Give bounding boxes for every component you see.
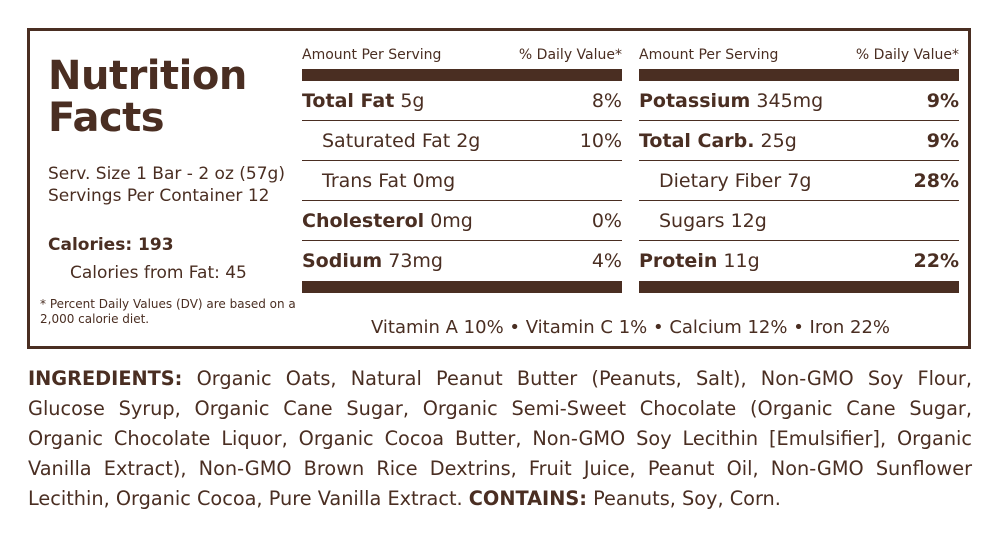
nutrient-name: Sugars: [659, 209, 725, 232]
header-dv: % Daily Value*: [855, 47, 959, 63]
nutrient-label: Sodium 73mg: [302, 250, 443, 272]
thick-divider: [639, 69, 959, 81]
nutrient-row: Total Fat 5g 8%: [302, 81, 622, 121]
nutrient-label: Dietary Fiber 7g: [639, 170, 811, 192]
nutrient-name: Dietary Fiber: [659, 169, 782, 192]
nutrient-amount: 0mg: [430, 209, 473, 232]
bottom-divider: [639, 281, 959, 293]
nutrition-facts-panel: Nutrition Facts Serv. Size 1 Bar - 2 oz …: [27, 28, 971, 349]
nutrient-amount: 2g: [456, 129, 481, 152]
nutrient-label: Cholesterol 0mg: [302, 210, 473, 232]
nutrient-row: Saturated Fat 2g 10%: [302, 121, 622, 161]
nutrient-rows-left: Total Fat 5g 8% Saturated Fat 2g 10% Trans F…: [302, 81, 622, 281]
title-line-2: Facts: [48, 95, 165, 141]
nutrient-daily-value: 22%: [913, 250, 959, 272]
nutrient-row: Potassium 345mg 9%: [639, 81, 959, 121]
nutrient-amount: 0mg: [412, 169, 456, 192]
nutrient-amount: 25g: [760, 129, 797, 152]
nutrient-name: Protein: [639, 250, 718, 272]
calories-from-fat: Calories from Fat: 45: [70, 263, 247, 283]
ingredients-list: Organic Oats, Natural Peanut Butter (Pea…: [28, 367, 972, 510]
nutrition-facts-title: Nutrition Facts: [48, 55, 247, 139]
header-dv: % Daily Value*: [518, 47, 622, 63]
contains-label: CONTAINS:: [468, 487, 587, 510]
calories: Calories: 193: [48, 235, 174, 255]
nutrient-name: Trans Fat: [322, 169, 407, 192]
nutrient-daily-value: 4%: [591, 250, 622, 272]
nutrient-row: Dietary Fiber 7g 28%: [639, 161, 959, 201]
nutrient-label: Potassium 345mg: [639, 90, 823, 112]
nutrient-row: Total Carb. 25g 9%: [639, 121, 959, 161]
nutrient-amount: 11g: [723, 250, 760, 272]
nutrient-label: Total Fat 5g: [302, 90, 425, 112]
header-amount: Amount Per Serving: [302, 47, 442, 63]
contains-list: Peanuts, Soy, Corn.: [586, 487, 781, 510]
nutrient-amount: 73mg: [388, 250, 443, 272]
nutrient-daily-value: 10%: [579, 129, 622, 152]
nutrient-name: Saturated Fat: [322, 129, 451, 152]
header-amount: Amount Per Serving: [639, 47, 779, 63]
ingredients-label: INGREDIENTS:: [28, 367, 183, 390]
serving-size: Serv. Size 1 Bar - 2 oz (57g): [48, 164, 285, 184]
nutrient-daily-value: 0%: [591, 209, 622, 232]
thick-divider: [302, 69, 622, 81]
nutrient-label: Total Carb. 25g: [639, 130, 797, 152]
ingredients-text: INGREDIENTS: Organic Oats, Natural Peanu…: [28, 364, 972, 514]
nutrient-amount: 7g: [787, 169, 812, 192]
nutrient-rows-right: Potassium 345mg 9% Total Carb. 25g 9% Dietar…: [639, 81, 959, 281]
vitamins-line: Vitamin A 10% • Vitamin C 1% • Calcium 1…: [370, 317, 891, 338]
nutrient-daily-value: 28%: [913, 169, 959, 192]
nutrient-daily-value: 8%: [591, 89, 622, 112]
bottom-divider: [302, 281, 622, 293]
nutrient-row: Protein 11g 22%: [639, 241, 959, 281]
nutrient-daily-value: 9%: [926, 89, 959, 112]
title-line-1: Nutrition: [48, 53, 247, 99]
nutrient-label: Saturated Fat 2g: [302, 130, 480, 152]
nutrient-row: Sodium 73mg 4%: [302, 241, 622, 281]
nutrient-amount: 345mg: [756, 89, 824, 112]
nutrient-column-right: Amount Per Serving % Daily Value* Potass…: [639, 46, 959, 293]
nutrient-label: Sugars 12g: [639, 210, 767, 232]
nutrient-daily-value: 9%: [926, 129, 959, 152]
column-header: Amount Per Serving % Daily Value*: [302, 46, 622, 68]
nutrient-name: Sodium: [302, 250, 383, 272]
nutrient-amount: 5g: [400, 89, 425, 112]
nutrient-name: Cholesterol: [302, 209, 425, 232]
nutrient-column-left: Amount Per Serving % Daily Value* Total …: [302, 46, 622, 293]
nutrient-row: Trans Fat 0mg: [302, 161, 622, 201]
nutrient-name: Total Carb.: [639, 129, 755, 152]
nutrient-amount: 12g: [730, 209, 767, 232]
daily-value-footnote: * Percent Daily Values (DV) are based on…: [40, 297, 296, 326]
nutrient-label: Trans Fat 0mg: [302, 170, 455, 192]
nutrient-name: Total Fat: [302, 89, 395, 112]
nutrient-row: Cholesterol 0mg 0%: [302, 201, 622, 241]
nutrient-name: Potassium: [639, 89, 751, 112]
column-header: Amount Per Serving % Daily Value*: [639, 46, 959, 68]
nutrient-label: Protein 11g: [639, 250, 760, 272]
nutrient-row: Sugars 12g: [639, 201, 959, 241]
servings-per-container: Servings Per Container 12: [48, 186, 270, 206]
serving-info: Serv. Size 1 Bar - 2 oz (57g) Servings P…: [48, 163, 285, 207]
